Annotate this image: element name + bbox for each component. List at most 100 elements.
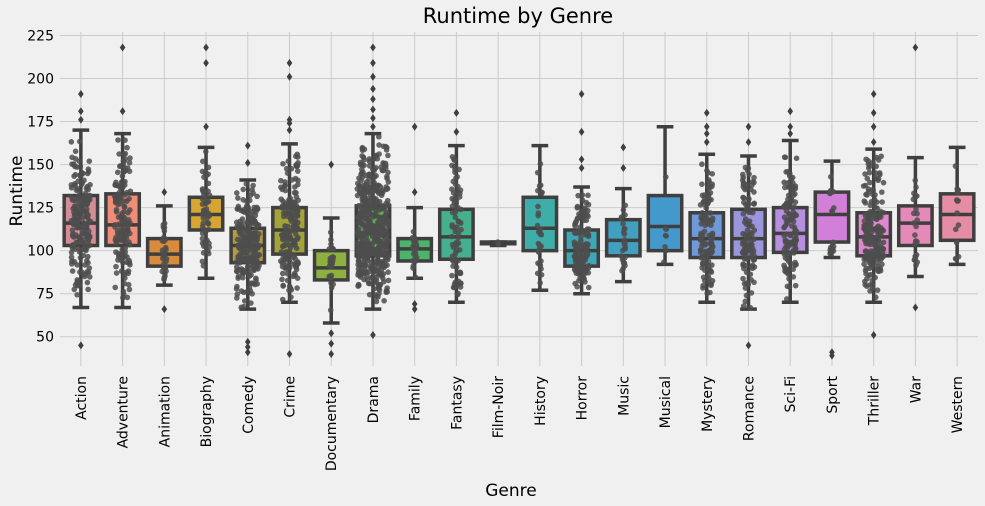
- swarm-point: [163, 255, 170, 262]
- swarm-point: [356, 272, 363, 279]
- swarm-point: [82, 271, 88, 278]
- outlier-point: [203, 58, 209, 67]
- x-tick-label: Family: [408, 376, 424, 421]
- swarm-point: [781, 232, 787, 239]
- swarm-point: [76, 138, 83, 145]
- swarm-point: [385, 223, 392, 229]
- swarm-point: [114, 169, 121, 176]
- swarm-point: [705, 177, 712, 183]
- swarm-point: [235, 273, 242, 280]
- swarm-point: [356, 183, 363, 189]
- swarm-point: [281, 183, 288, 189]
- swarm-point: [288, 287, 295, 293]
- swarm-point: [784, 283, 791, 290]
- swarm-point: [115, 137, 121, 143]
- swarm-point: [76, 195, 83, 201]
- swarm-point: [279, 276, 285, 283]
- y-tick-label: 150: [27, 158, 54, 174]
- swarm-point: [783, 296, 790, 302]
- swarm-point: [288, 294, 294, 300]
- swarm-point: [248, 246, 254, 253]
- swarm-point: [751, 189, 757, 195]
- swarm-point: [355, 230, 362, 237]
- swarm-family: [409, 228, 420, 281]
- swarm-point: [246, 284, 253, 291]
- swarm-point: [69, 268, 76, 274]
- swarm-point: [709, 171, 716, 177]
- swarm-point: [709, 231, 716, 238]
- swarm-point: [124, 227, 130, 233]
- swarm-point: [880, 179, 887, 186]
- swarm-point: [85, 228, 92, 235]
- outlier-point: [161, 188, 168, 197]
- swarm-points: [68, 133, 962, 313]
- swarm-point: [120, 168, 127, 175]
- swarm-point: [327, 307, 334, 313]
- swarm-point: [784, 200, 791, 206]
- swarm-point: [199, 258, 206, 265]
- outlier-point: [286, 349, 293, 358]
- swarm-point: [246, 221, 253, 228]
- swarm-point: [879, 255, 885, 261]
- x-tick-label: Western: [950, 376, 966, 433]
- outlier-point: [703, 138, 710, 147]
- swarm-point: [291, 226, 298, 232]
- swarm-point: [118, 268, 125, 274]
- swarm-point: [160, 234, 167, 241]
- swarm-point: [536, 244, 543, 251]
- swarm-point: [235, 195, 241, 201]
- swarm-point: [585, 284, 592, 291]
- swarm-point: [790, 192, 797, 198]
- swarm-point: [377, 205, 384, 212]
- swarm-point: [743, 292, 750, 299]
- swarm-point: [911, 210, 917, 217]
- swarm-point: [330, 254, 337, 260]
- swarm-point: [117, 163, 124, 169]
- swarm-point: [376, 287, 383, 293]
- swarm-point: [782, 184, 788, 191]
- swarm-point: [294, 285, 300, 291]
- swarm-point: [74, 291, 80, 298]
- swarm-point: [449, 233, 455, 240]
- y-tick-label: 200: [27, 71, 54, 87]
- swarm-point: [279, 203, 286, 209]
- swarm-point: [781, 154, 788, 160]
- swarm-point: [199, 223, 206, 230]
- outlier-point: [703, 129, 710, 138]
- swarm-point: [328, 236, 334, 243]
- swarm-point: [73, 222, 80, 228]
- x-axis-ticks: Action Adventure Animation Biography Comedy C…: [74, 375, 966, 471]
- swarm-point: [781, 224, 787, 231]
- swarm-point: [453, 247, 460, 253]
- swarm-mystery: [697, 161, 716, 297]
- swarm-point: [85, 286, 91, 293]
- swarm-point: [574, 283, 580, 290]
- swarm-point: [955, 222, 962, 228]
- swarm-point: [699, 161, 705, 168]
- swarm-point: [873, 163, 880, 170]
- swarm-point: [457, 270, 464, 277]
- swarm-point: [862, 212, 869, 219]
- outlier-point: [286, 115, 293, 124]
- swarm-point: [75, 245, 82, 252]
- swarm-point: [384, 185, 391, 192]
- swarm-point: [536, 183, 543, 189]
- swarm-point: [450, 258, 457, 265]
- swarm-point: [249, 280, 256, 287]
- swarm-point: [740, 184, 747, 190]
- swarm-point: [863, 248, 870, 255]
- swarm-point: [355, 214, 362, 221]
- swarm-point: [76, 158, 83, 165]
- swarm-point: [280, 242, 287, 249]
- outlier-point: [745, 122, 752, 131]
- swarm-point: [280, 282, 286, 289]
- outlier-point: [78, 89, 84, 98]
- swarm-point: [874, 205, 881, 212]
- swarm-point: [449, 209, 456, 216]
- swarm-point: [238, 242, 245, 248]
- outlier-point: [203, 122, 209, 131]
- swarm-point: [701, 228, 708, 235]
- swarm-point: [622, 241, 628, 247]
- swarm-point: [869, 277, 876, 284]
- outlier-point: [370, 331, 376, 340]
